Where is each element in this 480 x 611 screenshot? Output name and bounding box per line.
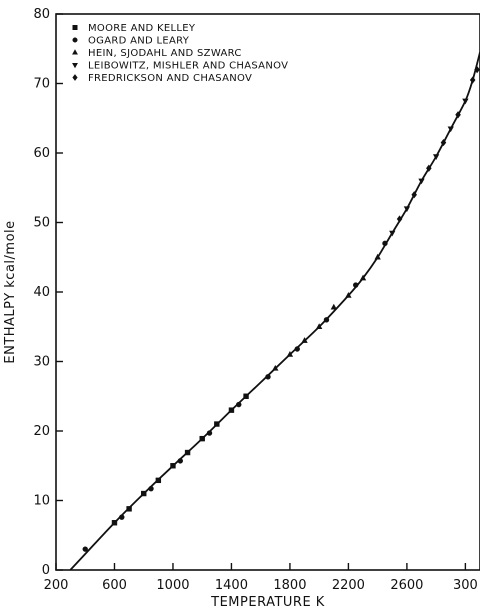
y-tick-label: 20 bbox=[33, 424, 50, 439]
data-point bbox=[440, 138, 447, 147]
legend-marker bbox=[72, 37, 78, 43]
x-tick-label: 1800 bbox=[273, 578, 306, 593]
data-points bbox=[82, 65, 480, 552]
legend-marker bbox=[72, 24, 78, 30]
data-point bbox=[323, 317, 330, 323]
data-point bbox=[330, 303, 337, 310]
data-point bbox=[426, 164, 432, 172]
x-tick-label: 2600 bbox=[390, 578, 423, 593]
data-point bbox=[155, 477, 162, 484]
y-tick-label: 0 bbox=[42, 563, 50, 578]
legend-marker bbox=[72, 49, 78, 55]
legend-marker bbox=[72, 74, 78, 81]
data-point bbox=[389, 230, 396, 237]
y-tick-label: 70 bbox=[33, 77, 50, 92]
data-point bbox=[345, 291, 352, 298]
data-point bbox=[126, 506, 132, 512]
data-point bbox=[294, 346, 300, 352]
data-point bbox=[82, 546, 88, 552]
data-point bbox=[170, 463, 176, 469]
data-point bbox=[316, 323, 323, 329]
legend-label: LEIBOWITZ, MISHLER AND CHASANOV bbox=[88, 61, 288, 72]
data-point bbox=[199, 435, 205, 442]
data-point bbox=[301, 337, 308, 343]
data-point bbox=[403, 206, 411, 213]
fit-curve-line bbox=[69, 51, 480, 571]
y-tick-label: 40 bbox=[33, 285, 50, 300]
data-point bbox=[206, 430, 213, 436]
legend-label: FREDRICKSON AND CHASANOV bbox=[88, 73, 252, 84]
data-point bbox=[462, 98, 469, 105]
y-tick-label: 10 bbox=[33, 494, 50, 509]
data-point bbox=[382, 240, 388, 247]
x-tick-label: 600 bbox=[102, 578, 127, 593]
data-point bbox=[236, 401, 242, 408]
data-point bbox=[119, 514, 125, 520]
data-point bbox=[474, 65, 480, 74]
x-tick-label: 300 bbox=[453, 578, 478, 593]
data-point bbox=[432, 154, 440, 160]
data-point bbox=[359, 274, 367, 281]
legend-label: HEIN, SJODAHL AND SZWARC bbox=[88, 48, 242, 59]
data-point bbox=[184, 449, 191, 456]
legend-label: OGARD AND LEARY bbox=[88, 36, 190, 47]
x-tick-label: 1400 bbox=[215, 578, 248, 593]
y-tick-label: 50 bbox=[33, 216, 50, 231]
data-point bbox=[469, 76, 476, 84]
data-point bbox=[148, 485, 154, 492]
data-point bbox=[141, 490, 147, 497]
x-tick-label: 1000 bbox=[156, 578, 189, 593]
data-point bbox=[272, 364, 279, 371]
fit-curve bbox=[69, 51, 480, 571]
data-point bbox=[243, 393, 249, 399]
y-tick-label: 30 bbox=[33, 355, 50, 370]
data-point bbox=[286, 351, 294, 357]
data-point bbox=[447, 126, 454, 133]
data-point bbox=[111, 520, 118, 526]
data-point bbox=[374, 253, 381, 260]
data-point bbox=[396, 215, 403, 223]
x-axis-label: TEMPERATURE K bbox=[210, 595, 325, 610]
legend-marker bbox=[72, 62, 78, 69]
x-tick-label: 200 bbox=[44, 578, 69, 593]
data-point bbox=[353, 282, 359, 288]
data-point bbox=[455, 111, 461, 119]
x-tick-label: 2200 bbox=[332, 578, 365, 593]
data-point bbox=[418, 178, 425, 185]
data-point bbox=[265, 374, 271, 380]
axis-ticks: 200 600 1000 1400 1800 2200 2600 30001020304050… bbox=[33, 7, 477, 593]
y-tick-label: 60 bbox=[33, 146, 50, 161]
plot-frame bbox=[55, 13, 480, 571]
y-axis-label: ENTHALPY kcal/mole bbox=[3, 220, 18, 363]
y-tick-label: 80 bbox=[33, 7, 50, 22]
data-point bbox=[214, 421, 220, 427]
data-point bbox=[411, 191, 417, 199]
data-point bbox=[177, 458, 183, 464]
data-point bbox=[228, 407, 235, 413]
legend-label: MOORE AND KELLEY bbox=[88, 23, 196, 34]
